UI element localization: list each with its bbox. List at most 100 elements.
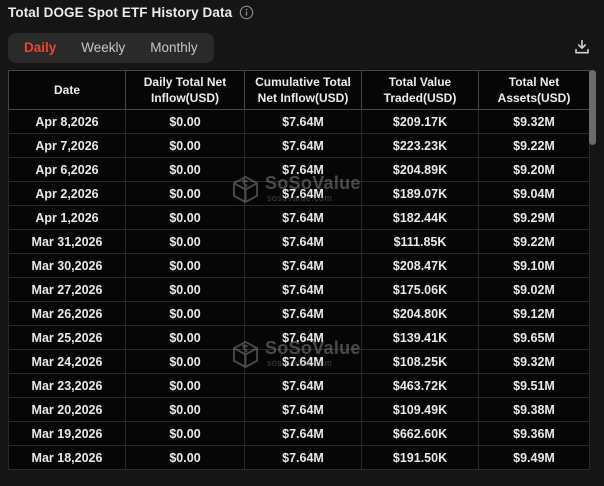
value-cell: $0.00 (125, 133, 245, 158)
value-cell: $175.06K (361, 277, 479, 302)
value-cell: $7.64M (244, 157, 362, 182)
value-cell: $9.12M (478, 301, 590, 326)
value-cell: $9.51M (478, 373, 590, 398)
value-cell: $7.64M (244, 181, 362, 206)
info-circle-icon[interactable] (239, 5, 254, 20)
date-cell: Mar 31,2026 (8, 229, 126, 254)
value-cell: $7.64M (244, 229, 362, 254)
table-header: Date Daily Total Net Inflow(USD) Cumulat… (8, 70, 590, 110)
table-row: Mar 30,2026 $0.00 $7.64M $208.47K $9.10M (8, 253, 590, 278)
value-cell: $9.20M (478, 157, 590, 182)
value-cell: $0.00 (125, 229, 245, 254)
value-cell: $7.64M (244, 421, 362, 446)
date-cell: Apr 1,2026 (8, 205, 126, 230)
tab-weekly[interactable]: Weekly (81, 40, 126, 55)
date-cell: Mar 23,2026 (8, 373, 126, 398)
value-cell: $9.04M (478, 181, 590, 206)
table-body: Apr 8,2026 $0.00 $7.64M $209.17K $9.32M Apr 7… (8, 109, 590, 470)
table-row: Mar 26,2026 $0.00 $7.64M $204.80K $9.12M (8, 301, 590, 326)
date-cell: Mar 20,2026 (8, 397, 126, 422)
value-cell: $204.80K (361, 301, 479, 326)
value-cell: $9.38M (478, 397, 590, 422)
value-cell: $0.00 (125, 109, 245, 134)
value-cell: $7.64M (244, 325, 362, 350)
column-header-date: Date (8, 70, 126, 110)
value-cell: $9.22M (478, 133, 590, 158)
table-row: Mar 18,2026 $0.00 $7.64M $191.50K $9.49M (8, 445, 590, 470)
date-cell: Mar 26,2026 (8, 301, 126, 326)
table-row: Mar 24,2026 $0.00 $7.64M $108.25K $9.32M (8, 349, 590, 374)
column-header-value-traded: Total Value Traded(USD) (361, 70, 479, 110)
value-cell: $0.00 (125, 301, 245, 326)
value-cell: $7.64M (244, 133, 362, 158)
value-cell: $9.10M (478, 253, 590, 278)
table-row: Mar 19,2026 $0.00 $7.64M $662.60K $9.36M (8, 421, 590, 446)
value-cell: $9.49M (478, 445, 590, 470)
table-row: Apr 8,2026 $0.00 $7.64M $209.17K $9.32M (8, 109, 590, 134)
table-row: Mar 20,2026 $0.00 $7.64M $109.49K $9.38M (8, 397, 590, 422)
value-cell: $9.65M (478, 325, 590, 350)
table-row: Apr 6,2026 $0.00 $7.64M $204.89K $9.20M (8, 157, 590, 182)
page-title: Total DOGE Spot ETF History Data (8, 5, 233, 20)
value-cell: $109.49K (361, 397, 479, 422)
value-cell: $463.72K (361, 373, 479, 398)
date-cell: Apr 2,2026 (8, 181, 126, 206)
interval-tab-bar: Daily Weekly Monthly (8, 33, 214, 63)
date-cell: Mar 24,2026 (8, 349, 126, 374)
value-cell: $7.64M (244, 373, 362, 398)
date-cell: Mar 30,2026 (8, 253, 126, 278)
table-row: Apr 7,2026 $0.00 $7.64M $223.23K $9.22M (8, 133, 590, 158)
value-cell: $9.29M (478, 205, 590, 230)
value-cell: $7.64M (244, 277, 362, 302)
column-header-net-assets: Total Net Assets(USD) (478, 70, 590, 110)
table-row: Apr 1,2026 $0.00 $7.64M $182.44K $9.29M (8, 205, 590, 230)
date-cell: Mar 18,2026 (8, 445, 126, 470)
tab-monthly[interactable]: Monthly (150, 40, 198, 55)
value-cell: $108.25K (361, 349, 479, 374)
table-row: Mar 25,2026 $0.00 $7.64M $139.41K $9.65M (8, 325, 590, 350)
history-data-table: Date Daily Total Net Inflow(USD) Cumulat… (8, 70, 590, 470)
value-cell: $139.41K (361, 325, 479, 350)
date-cell: Mar 27,2026 (8, 277, 126, 302)
value-cell: $0.00 (125, 349, 245, 374)
value-cell: $0.00 (125, 181, 245, 206)
value-cell: $191.50K (361, 445, 479, 470)
date-cell: Apr 7,2026 (8, 133, 126, 158)
value-cell: $208.47K (361, 253, 479, 278)
date-cell: Mar 19,2026 (8, 421, 126, 446)
scrollbar-thumb[interactable] (589, 70, 596, 145)
value-cell: $0.00 (125, 205, 245, 230)
tab-daily[interactable]: Daily (24, 40, 57, 55)
value-cell: $0.00 (125, 157, 245, 182)
table-row: Mar 31,2026 $0.00 $7.64M $111.85K $9.22M (8, 229, 590, 254)
value-cell: $0.00 (125, 277, 245, 302)
date-cell: Apr 6,2026 (8, 157, 126, 182)
value-cell: $7.64M (244, 349, 362, 374)
date-cell: Mar 25,2026 (8, 325, 126, 350)
value-cell: $209.17K (361, 109, 479, 134)
value-cell: $0.00 (125, 373, 245, 398)
value-cell: $7.64M (244, 445, 362, 470)
value-cell: $7.64M (244, 301, 362, 326)
value-cell: $0.00 (125, 445, 245, 470)
table-row: Mar 27,2026 $0.00 $7.64M $175.06K $9.02M (8, 277, 590, 302)
value-cell: $7.64M (244, 253, 362, 278)
value-cell: $0.00 (125, 397, 245, 422)
value-cell: $9.32M (478, 109, 590, 134)
value-cell: $7.64M (244, 205, 362, 230)
value-cell: $0.00 (125, 325, 245, 350)
value-cell: $0.00 (125, 253, 245, 278)
value-cell: $111.85K (361, 229, 479, 254)
column-header-daily-net-inflow: Daily Total Net Inflow(USD) (125, 70, 245, 110)
value-cell: $9.22M (478, 229, 590, 254)
value-cell: $7.64M (244, 397, 362, 422)
date-cell: Apr 8,2026 (8, 109, 126, 134)
value-cell: $0.00 (125, 421, 245, 446)
download-icon[interactable] (572, 37, 592, 57)
table-row: Apr 2,2026 $0.00 $7.64M $189.07K $9.04M (8, 181, 590, 206)
table-scrollbar (589, 70, 597, 486)
value-cell: $9.32M (478, 349, 590, 374)
value-cell: $223.23K (361, 133, 479, 158)
value-cell: $182.44K (361, 205, 479, 230)
